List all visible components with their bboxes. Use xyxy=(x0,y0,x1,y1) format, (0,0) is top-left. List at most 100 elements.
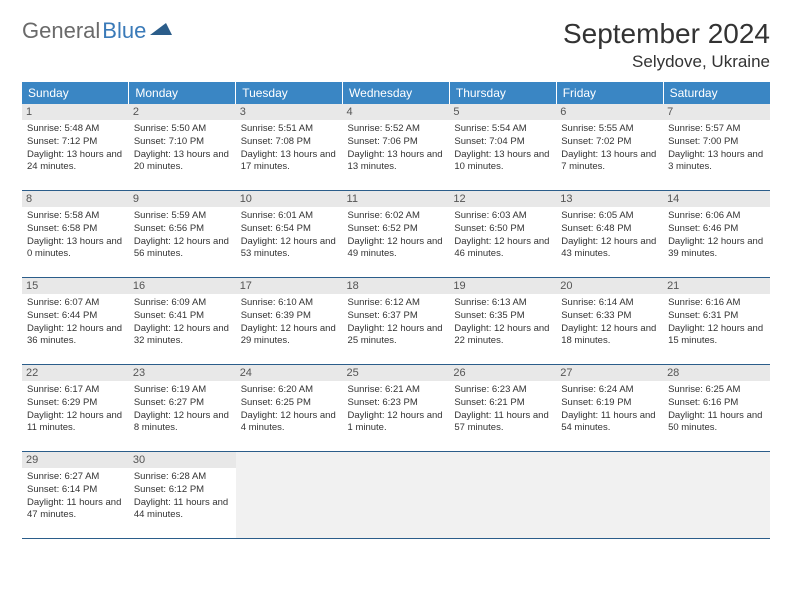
day-cell: 8 Sunrise: 5:58 AMSunset: 6:58 PMDaylight… xyxy=(22,191,129,278)
logo: General Blue xyxy=(22,18,172,44)
day-info: Sunrise: 6:16 AMSunset: 6:31 PMDaylight:… xyxy=(668,297,765,348)
day-number: 15 xyxy=(22,278,129,294)
day-number: 3 xyxy=(236,104,343,120)
day-number: 18 xyxy=(343,278,450,294)
day-info: Sunrise: 5:50 AMSunset: 7:10 PMDaylight:… xyxy=(134,123,231,174)
location: Selydove, Ukraine xyxy=(563,52,770,72)
day-info: Sunrise: 5:55 AMSunset: 7:02 PMDaylight:… xyxy=(561,123,658,174)
empty-day xyxy=(236,452,343,538)
day-cell: 30 Sunrise: 6:28 AMSunset: 6:12 PMDayligh… xyxy=(129,452,236,539)
day-cell: 25 Sunrise: 6:21 AMSunset: 6:23 PMDayligh… xyxy=(343,365,450,452)
day-number: 20 xyxy=(556,278,663,294)
day-number: 22 xyxy=(22,365,129,381)
day-number: 30 xyxy=(129,452,236,468)
day-info: Sunrise: 6:23 AMSunset: 6:21 PMDaylight:… xyxy=(454,384,551,435)
day-info: Sunrise: 6:05 AMSunset: 6:48 PMDaylight:… xyxy=(561,210,658,261)
logo-text-general: General xyxy=(22,18,100,44)
day-number: 23 xyxy=(129,365,236,381)
page-header: General Blue September 2024 Selydove, Uk… xyxy=(22,18,770,72)
day-number: 12 xyxy=(449,191,556,207)
day-cell: 2 Sunrise: 5:50 AMSunset: 7:10 PMDaylight… xyxy=(129,104,236,191)
day-number: 24 xyxy=(236,365,343,381)
day-number: 16 xyxy=(129,278,236,294)
day-cell: 10Sunrise: 6:01 AMSunset: 6:54 PMDayligh… xyxy=(236,191,343,278)
day-number: 4 xyxy=(343,104,450,120)
day-number: 1 xyxy=(22,104,129,120)
day-number: 9 xyxy=(129,191,236,207)
day-number: 26 xyxy=(449,365,556,381)
day-cell: 6Sunrise: 5:55 AMSunset: 7:02 PMDaylight… xyxy=(556,104,663,191)
day-number: 11 xyxy=(343,191,450,207)
week-row: 15 Sunrise: 6:07 AMSunset: 6:44 PMDayligh… xyxy=(22,278,770,365)
day-cell: 4 Sunrise: 5:52 AMSunset: 7:06 PMDaylight… xyxy=(343,104,450,191)
calendar-body: 1 Sunrise: 5:48 AMSunset: 7:12 PMDaylight… xyxy=(22,104,770,539)
day-cell: 24Sunrise: 6:20 AMSunset: 6:25 PMDayligh… xyxy=(236,365,343,452)
day-info: Sunrise: 5:52 AMSunset: 7:06 PMDaylight:… xyxy=(348,123,445,174)
day-number: 27 xyxy=(556,365,663,381)
day-number: 5 xyxy=(449,104,556,120)
day-cell: 22Sunrise: 6:17 AMSunset: 6:29 PMDayligh… xyxy=(22,365,129,452)
week-row: 8 Sunrise: 5:58 AMSunset: 6:58 PMDaylight… xyxy=(22,191,770,278)
day-info: Sunrise: 6:24 AMSunset: 6:19 PMDaylight:… xyxy=(561,384,658,435)
month-title: September 2024 xyxy=(563,18,770,50)
day-number: 10 xyxy=(236,191,343,207)
day-info: Sunrise: 6:12 AMSunset: 6:37 PMDaylight:… xyxy=(348,297,445,348)
day-info: Sunrise: 6:13 AMSunset: 6:35 PMDaylight:… xyxy=(454,297,551,348)
day-number: 17 xyxy=(236,278,343,294)
day-number: 14 xyxy=(663,191,770,207)
day-cell: 20Sunrise: 6:14 AMSunset: 6:33 PMDayligh… xyxy=(556,278,663,365)
weekday-header: Monday xyxy=(129,82,236,104)
day-info: Sunrise: 6:21 AMSunset: 6:23 PMDaylight:… xyxy=(348,384,445,435)
day-info: Sunrise: 6:09 AMSunset: 6:41 PMDaylight:… xyxy=(134,297,231,348)
day-cell: 23Sunrise: 6:19 AMSunset: 6:27 PMDayligh… xyxy=(129,365,236,452)
day-info: Sunrise: 6:28 AMSunset: 6:12 PMDaylight:… xyxy=(134,471,231,522)
day-cell: 9 Sunrise: 5:59 AMSunset: 6:56 PMDaylight… xyxy=(129,191,236,278)
day-cell: 29 Sunrise: 6:27 AMSunset: 6:14 PMDayligh… xyxy=(22,452,129,539)
day-info: Sunrise: 5:48 AMSunset: 7:12 PMDaylight:… xyxy=(27,123,124,174)
day-cell xyxy=(449,452,556,539)
day-number: 13 xyxy=(556,191,663,207)
weekday-header: Friday xyxy=(556,82,663,104)
empty-day xyxy=(556,452,663,538)
weekday-header: Sunday xyxy=(22,82,129,104)
day-cell xyxy=(236,452,343,539)
day-cell: 16 Sunrise: 6:09 AMSunset: 6:41 PMDayligh… xyxy=(129,278,236,365)
day-info: Sunrise: 5:58 AMSunset: 6:58 PMDaylight:… xyxy=(27,210,124,261)
day-info: Sunrise: 6:27 AMSunset: 6:14 PMDaylight:… xyxy=(27,471,124,522)
day-cell: 18 Sunrise: 6:12 AMSunset: 6:37 PMDayligh… xyxy=(343,278,450,365)
weekday-header: Tuesday xyxy=(236,82,343,104)
day-cell: 11 Sunrise: 6:02 AMSunset: 6:52 PMDayligh… xyxy=(343,191,450,278)
day-info: Sunrise: 5:54 AMSunset: 7:04 PMDaylight:… xyxy=(454,123,551,174)
day-number: 28 xyxy=(663,365,770,381)
day-info: Sunrise: 5:51 AMSunset: 7:08 PMDaylight:… xyxy=(241,123,338,174)
weekday-header: Saturday xyxy=(663,82,770,104)
day-number: 19 xyxy=(449,278,556,294)
day-number: 25 xyxy=(343,365,450,381)
day-cell: 27 Sunrise: 6:24 AMSunset: 6:19 PMDayligh… xyxy=(556,365,663,452)
day-cell: 17 Sunrise: 6:10 AMSunset: 6:39 PMDayligh… xyxy=(236,278,343,365)
day-info: Sunrise: 6:10 AMSunset: 6:39 PMDaylight:… xyxy=(241,297,338,348)
title-block: September 2024 Selydove, Ukraine xyxy=(563,18,770,72)
weekday-header-row: SundayMondayTuesdayWednesdayThursdayFrid… xyxy=(22,82,770,104)
day-number: 7 xyxy=(663,104,770,120)
day-info: Sunrise: 6:02 AMSunset: 6:52 PMDaylight:… xyxy=(348,210,445,261)
day-cell: 28Sunrise: 6:25 AMSunset: 6:16 PMDayligh… xyxy=(663,365,770,452)
empty-day xyxy=(343,452,450,538)
day-number: 29 xyxy=(22,452,129,468)
day-info: Sunrise: 6:03 AMSunset: 6:50 PMDaylight:… xyxy=(454,210,551,261)
weekday-header: Thursday xyxy=(449,82,556,104)
day-number: 8 xyxy=(22,191,129,207)
day-info: Sunrise: 6:07 AMSunset: 6:44 PMDaylight:… xyxy=(27,297,124,348)
day-cell xyxy=(663,452,770,539)
day-cell: 19 Sunrise: 6:13 AMSunset: 6:35 PMDayligh… xyxy=(449,278,556,365)
day-number: 2 xyxy=(129,104,236,120)
day-cell: 14 Sunrise: 6:06 AMSunset: 6:46 PMDayligh… xyxy=(663,191,770,278)
day-cell: 7 Sunrise: 5:57 AMSunset: 7:00 PMDaylight… xyxy=(663,104,770,191)
day-cell xyxy=(556,452,663,539)
day-info: Sunrise: 6:06 AMSunset: 6:46 PMDaylight:… xyxy=(668,210,765,261)
calendar-table: SundayMondayTuesdayWednesdayThursdayFrid… xyxy=(22,82,770,539)
logo-text-blue: Blue xyxy=(102,18,146,44)
day-info: Sunrise: 5:59 AMSunset: 6:56 PMDaylight:… xyxy=(134,210,231,261)
week-row: 29 Sunrise: 6:27 AMSunset: 6:14 PMDayligh… xyxy=(22,452,770,539)
day-info: Sunrise: 5:57 AMSunset: 7:00 PMDaylight:… xyxy=(668,123,765,174)
